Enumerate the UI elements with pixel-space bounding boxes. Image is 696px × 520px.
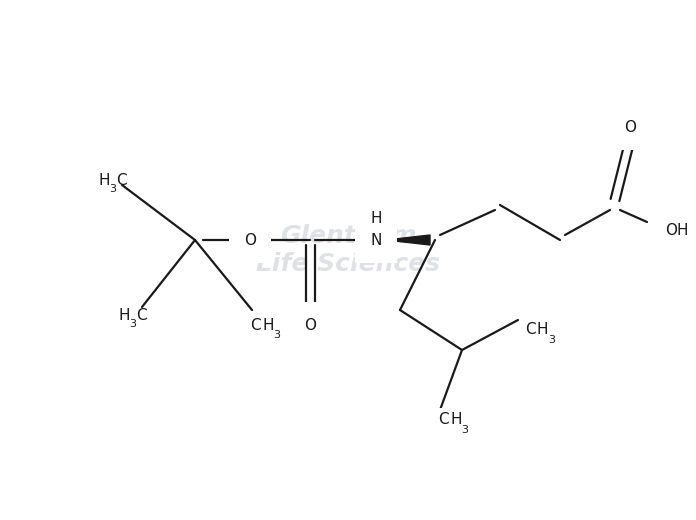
Text: O: O [244,232,256,248]
Text: C: C [525,322,536,337]
Text: 3: 3 [129,319,136,329]
Text: O: O [624,120,636,135]
Text: H: H [262,318,274,332]
Text: H: H [450,412,461,427]
Text: H: H [118,307,129,322]
Text: C: C [136,307,147,322]
Text: C: C [116,173,127,188]
Text: H: H [98,173,109,188]
Text: Glentham
Life Sciences: Glentham Life Sciences [256,224,440,276]
Text: O: O [304,318,316,332]
Text: C: C [438,412,449,427]
Text: H: H [370,211,381,226]
Text: 3: 3 [109,184,116,194]
Text: OH: OH [665,223,688,238]
Text: C: C [250,318,260,332]
Text: 3: 3 [461,425,468,435]
Text: H: H [537,322,548,337]
Text: 3: 3 [273,330,280,340]
Text: 3: 3 [548,335,555,345]
Text: N: N [370,232,381,248]
Polygon shape [386,235,430,245]
